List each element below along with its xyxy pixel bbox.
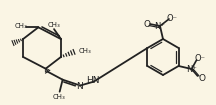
Text: CH₃: CH₃: [52, 94, 65, 100]
Text: CH₃: CH₃: [79, 48, 92, 54]
Text: O⁻: O⁻: [167, 14, 178, 22]
Text: O: O: [198, 74, 205, 83]
Text: N: N: [76, 82, 83, 91]
Text: O⁻: O⁻: [194, 54, 205, 62]
Text: O: O: [143, 20, 151, 28]
Text: N⁺: N⁺: [155, 22, 165, 30]
Text: CH₃: CH₃: [48, 22, 60, 28]
Text: CH₃: CH₃: [15, 23, 28, 29]
Text: HN: HN: [86, 76, 99, 85]
Text: N⁺: N⁺: [186, 64, 197, 74]
